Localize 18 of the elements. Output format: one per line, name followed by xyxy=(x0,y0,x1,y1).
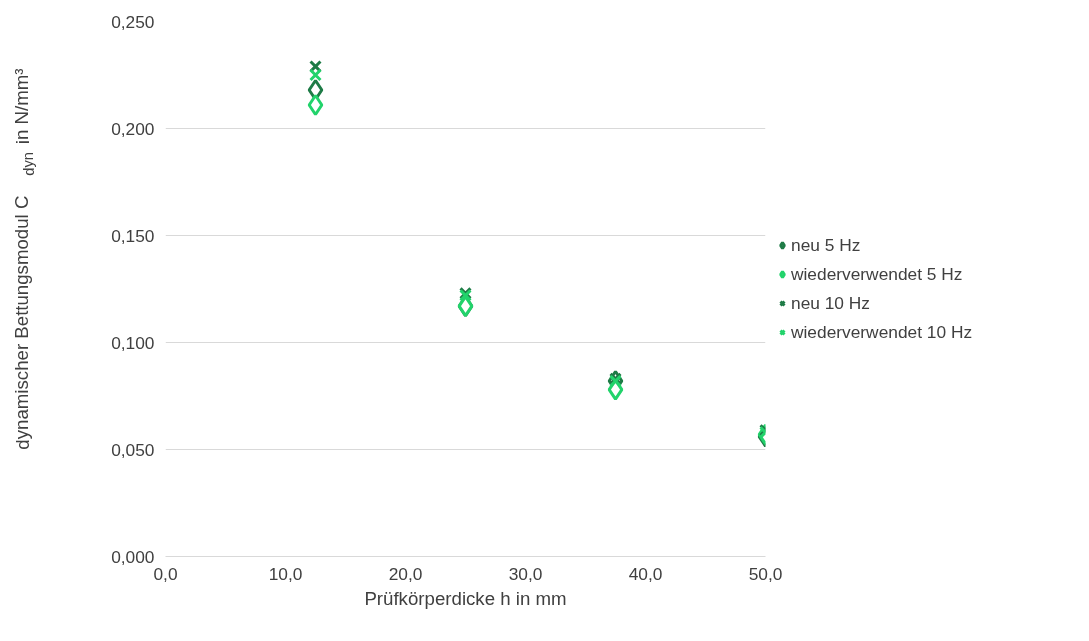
x-tick-label: 30,0 xyxy=(508,563,543,584)
y-tick-label: 0,250 xyxy=(111,11,155,32)
y-tick-label: 0,050 xyxy=(111,439,155,460)
y-tick-label: 0,150 xyxy=(111,225,155,246)
x-tick-label: 0,0 xyxy=(153,563,178,584)
legend-label: neu 5 Hz xyxy=(791,234,861,256)
legend-label: neu 10 Hz xyxy=(791,292,870,314)
x-tick-label: 50,0 xyxy=(748,563,783,584)
legend-label: wiederverwendet 5 Hz xyxy=(791,263,963,285)
x-tick-label: 10,0 xyxy=(268,563,303,584)
legend-label: wiederverwendet 10 Hz xyxy=(791,321,973,343)
x-tick-label: 20,0 xyxy=(388,563,423,584)
y-tick-label: 0,200 xyxy=(111,118,155,139)
x-axis-title: Prüfkörperdicke h in mm xyxy=(364,587,567,609)
y-tick-label: 0,100 xyxy=(111,332,155,353)
y-axis-title: dynamischer Bettungsmodul Cdyn in N/mm³ xyxy=(11,68,37,450)
y-tick-label: 0,000 xyxy=(111,546,155,567)
x-tick-label: 40,0 xyxy=(628,563,663,584)
